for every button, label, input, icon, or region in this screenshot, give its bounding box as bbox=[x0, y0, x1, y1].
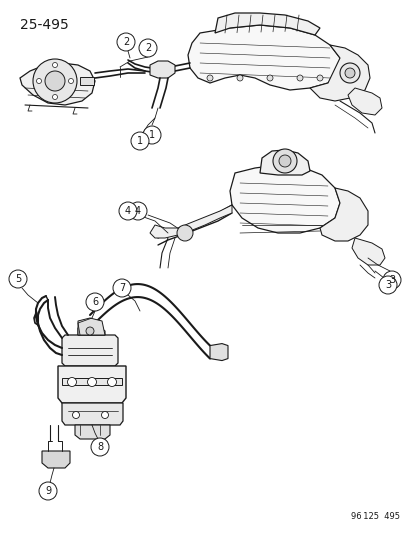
Circle shape bbox=[86, 327, 94, 335]
Circle shape bbox=[142, 126, 161, 144]
Circle shape bbox=[52, 62, 57, 68]
Polygon shape bbox=[351, 238, 384, 265]
Circle shape bbox=[139, 39, 157, 57]
Circle shape bbox=[39, 482, 57, 500]
Text: 9: 9 bbox=[45, 486, 51, 496]
Text: 25-495: 25-495 bbox=[20, 18, 69, 32]
Circle shape bbox=[33, 59, 77, 103]
Circle shape bbox=[339, 63, 359, 83]
Circle shape bbox=[9, 270, 27, 288]
Text: 4: 4 bbox=[125, 206, 131, 216]
Circle shape bbox=[87, 377, 96, 386]
Text: 3: 3 bbox=[388, 275, 394, 285]
Polygon shape bbox=[209, 344, 228, 360]
Polygon shape bbox=[58, 366, 126, 403]
Circle shape bbox=[236, 75, 242, 81]
Circle shape bbox=[101, 411, 108, 418]
Circle shape bbox=[107, 377, 116, 386]
Polygon shape bbox=[42, 451, 70, 468]
Circle shape bbox=[177, 225, 192, 241]
Polygon shape bbox=[62, 335, 118, 366]
Polygon shape bbox=[319, 188, 367, 241]
Circle shape bbox=[316, 75, 322, 81]
Polygon shape bbox=[214, 13, 319, 35]
Circle shape bbox=[117, 33, 135, 51]
Polygon shape bbox=[75, 425, 110, 439]
Circle shape bbox=[67, 377, 76, 386]
Circle shape bbox=[378, 276, 396, 294]
Polygon shape bbox=[259, 150, 309, 175]
Circle shape bbox=[68, 78, 74, 84]
Circle shape bbox=[272, 149, 296, 173]
Circle shape bbox=[129, 202, 147, 220]
Text: 2: 2 bbox=[145, 43, 151, 53]
Polygon shape bbox=[230, 165, 339, 233]
Circle shape bbox=[344, 68, 354, 78]
Text: 1: 1 bbox=[149, 130, 155, 140]
Text: 6: 6 bbox=[92, 297, 98, 307]
Circle shape bbox=[113, 279, 131, 297]
Circle shape bbox=[266, 75, 272, 81]
Text: 5: 5 bbox=[15, 274, 21, 284]
Circle shape bbox=[382, 271, 400, 289]
Polygon shape bbox=[78, 325, 105, 335]
Circle shape bbox=[72, 411, 79, 418]
Circle shape bbox=[296, 75, 302, 81]
Polygon shape bbox=[62, 378, 122, 385]
Polygon shape bbox=[62, 403, 123, 425]
Text: 2: 2 bbox=[123, 37, 129, 47]
Polygon shape bbox=[150, 205, 231, 238]
Circle shape bbox=[52, 94, 57, 100]
Circle shape bbox=[131, 132, 149, 150]
Polygon shape bbox=[347, 88, 381, 115]
Circle shape bbox=[278, 155, 290, 167]
Text: 3: 3 bbox=[384, 280, 390, 290]
Polygon shape bbox=[188, 25, 339, 90]
Polygon shape bbox=[80, 77, 94, 85]
Text: 4: 4 bbox=[135, 206, 141, 216]
Circle shape bbox=[119, 202, 137, 220]
Text: 96 125  495: 96 125 495 bbox=[350, 512, 399, 521]
Circle shape bbox=[36, 78, 41, 84]
Circle shape bbox=[45, 71, 65, 91]
Text: 8: 8 bbox=[97, 442, 103, 452]
Circle shape bbox=[206, 75, 212, 81]
Polygon shape bbox=[20, 63, 95, 105]
Text: 1: 1 bbox=[137, 136, 143, 146]
Polygon shape bbox=[78, 318, 105, 335]
Polygon shape bbox=[309, 45, 369, 101]
Text: 7: 7 bbox=[119, 283, 125, 293]
Circle shape bbox=[91, 438, 109, 456]
Circle shape bbox=[86, 293, 104, 311]
Polygon shape bbox=[150, 61, 175, 78]
